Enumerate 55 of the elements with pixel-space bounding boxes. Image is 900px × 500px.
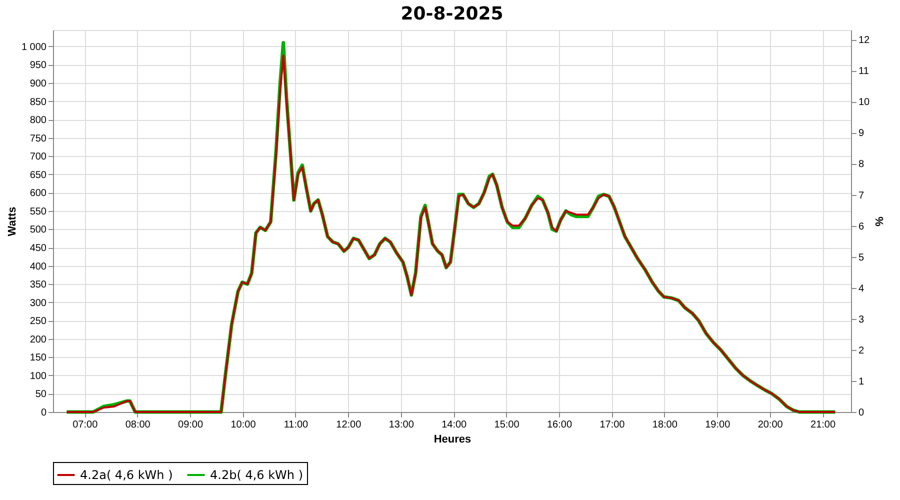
y2-tick-label: 3 — [858, 314, 864, 326]
y-tick-label: 950 — [30, 60, 47, 72]
x-tick-label: 21:00 — [810, 420, 836, 430]
y-tick-label: 550 — [30, 206, 47, 218]
y-tick-label: 750 — [30, 133, 47, 144]
x-tick-label: 13:00 — [388, 420, 414, 430]
chart-title: 20-8-2025 — [400, 3, 504, 24]
legend-label: 4.2b( 4,6 kWh ) — [210, 468, 304, 482]
y-tick-label: 100 — [30, 370, 47, 382]
y-tick-label: 600 — [30, 188, 47, 200]
y2-tick-label: 1 — [858, 376, 864, 388]
x-tick-label: 20:00 — [758, 420, 784, 430]
y-tick-label: 150 — [30, 352, 47, 364]
x-tick-label: 08:00 — [125, 420, 151, 430]
y-tick-label: 850 — [30, 96, 47, 108]
y-tick-label: 250 — [30, 316, 47, 328]
x-tick-label: 15:00 — [494, 420, 520, 430]
y-tick-label: 400 — [30, 261, 47, 272]
y2-tick-label: 6 — [858, 221, 864, 232]
y-tick-label: 800 — [30, 115, 47, 126]
x-tick-label: 18:00 — [652, 420, 678, 430]
legend-label: 4.2a( 4,6 kWh ) — [80, 468, 173, 482]
y-tick-label: 350 — [30, 280, 47, 291]
x-tick-label: 09:00 — [178, 420, 204, 430]
y2-tick-label: 11 — [858, 66, 870, 78]
x-tick-label: 07:00 — [72, 420, 98, 430]
y2-tick-label: 8 — [858, 159, 864, 170]
y-tick-label: 0 — [40, 408, 47, 418]
x-tick-label: 12:00 — [336, 420, 362, 430]
y-axis-title: Watts — [6, 206, 18, 236]
x-axis-title: Heures — [434, 434, 472, 446]
y2-tick-label: 0 — [858, 408, 864, 418]
y2-tick-label: 9 — [858, 128, 864, 140]
y-tick-label: 1 000 — [21, 42, 47, 53]
y-tick-label: 900 — [30, 78, 47, 90]
x-tick-label: 17:00 — [600, 420, 626, 430]
y-tick-label: 500 — [30, 224, 47, 236]
x-tick-label: 11:00 — [284, 420, 309, 430]
y2-tick-label: 2 — [858, 345, 864, 356]
y-tick-label: 650 — [30, 170, 47, 181]
y2-tick-label: 4 — [858, 283, 864, 294]
y-tick-label: 200 — [30, 334, 47, 346]
y2-tick-label: 7 — [858, 190, 864, 202]
y2-tick-label: 12 — [858, 35, 870, 46]
y2-tick-label: 10 — [858, 97, 870, 108]
y-tick-label: 50 — [35, 389, 47, 400]
x-tick-label: 19:00 — [705, 420, 731, 430]
y2-tick-label: 5 — [858, 252, 864, 264]
y-tick-label: 700 — [30, 152, 47, 163]
x-tick-label: 14:00 — [442, 420, 468, 430]
y-tick-label: 450 — [30, 243, 47, 254]
x-tick-label: 10:00 — [230, 420, 256, 430]
y2-axis-title: % — [872, 216, 885, 227]
y-tick-label: 300 — [30, 298, 47, 309]
x-tick-label: 16:00 — [546, 420, 572, 430]
